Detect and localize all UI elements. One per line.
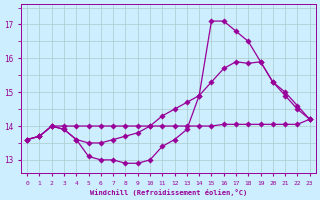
- X-axis label: Windchill (Refroidissement éolien,°C): Windchill (Refroidissement éolien,°C): [90, 189, 247, 196]
